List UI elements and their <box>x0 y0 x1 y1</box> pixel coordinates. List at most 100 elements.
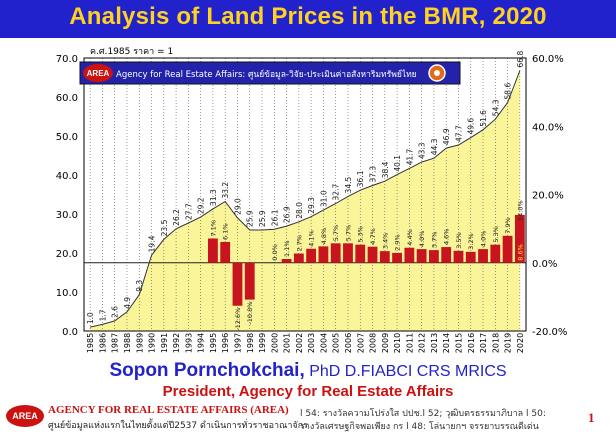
x-tick-label: 1997 <box>233 333 242 353</box>
author-credentials: PhD D.FIABCI CRS MRICS <box>309 363 507 380</box>
bar-value-label: 4.6% <box>443 229 451 246</box>
area-value-label: 49.6 <box>467 118 476 135</box>
pct-bar <box>343 243 353 263</box>
pct-bar <box>232 262 243 306</box>
area-value-label: 33.2 <box>221 182 230 199</box>
banner-logo <box>83 64 113 82</box>
area-value-label: 46.9 <box>442 128 451 145</box>
y-left-tick: 0.0 <box>62 327 78 338</box>
x-tick-label: 1989 <box>135 333 144 353</box>
area-value-label: 47.7 <box>454 125 463 142</box>
y-left-tick: 10.0 <box>56 288 78 299</box>
area-value-label: 25.9 <box>258 210 267 227</box>
x-tick-label: 1988 <box>123 333 132 353</box>
y-right-tick: 20.0% <box>532 191 564 202</box>
area-value-label: 31.0 <box>319 190 328 207</box>
area-value-label: 26.1 <box>270 209 279 226</box>
footer-thai-text: ศูนย์ข้อมูลแห่งแรกในไทยตั้งแต่ปี2537 ดำเ… <box>48 421 309 431</box>
area-value-label: 37.3 <box>369 166 378 183</box>
bar-value-label: 5.7% <box>332 225 340 242</box>
area-value-label: 27.7 <box>184 203 193 220</box>
x-tick-label: 2016 <box>467 333 476 353</box>
x-tick-label: 1995 <box>209 333 218 353</box>
x-tick-label: 1999 <box>258 333 267 353</box>
area-value-label: 40.1 <box>393 155 402 172</box>
area-value-label: 43.3 <box>418 142 427 159</box>
x-tick-label: 2007 <box>356 333 365 353</box>
area-value-label: 38.4 <box>381 161 390 178</box>
area-value-label: 41.7 <box>405 148 414 165</box>
x-tick-label: 2019 <box>504 333 513 353</box>
x-tick-label: 1994 <box>197 333 206 353</box>
area-value-label: 2.6 <box>111 306 120 318</box>
y-left-tick: 30.0 <box>56 210 78 221</box>
x-tick-label: 2020 <box>516 333 525 353</box>
x-tick-label: 1987 <box>111 333 120 353</box>
area-value-label: 9.3 <box>135 280 144 292</box>
y-left-tick: 60.0 <box>56 93 78 104</box>
x-tick-label: 1985 <box>86 333 95 353</box>
bar-value-label: 7.1% <box>209 220 217 237</box>
area-value-label: 29.3 <box>307 197 316 214</box>
plot-frame <box>83 57 527 332</box>
bar-value-label: 4.7% <box>369 228 377 245</box>
bar-value-label: 5.3% <box>357 226 365 243</box>
author-line: Sopon Pornchokchai, PhD D.FIABCI CRS MRI… <box>0 360 616 382</box>
slide-title: Analysis of Land Prices in the BMR, 2020 <box>69 3 547 30</box>
pct-bar <box>478 249 488 263</box>
pct-bar <box>441 247 452 263</box>
bar-value-label: 14.0% <box>516 200 524 221</box>
area-value-label: 34.5 <box>344 177 353 194</box>
x-tick-label: 2015 <box>454 333 463 353</box>
footer-org-name: AGENCY FOR REAL ESTATE AFFAIRS (AREA) <box>48 404 289 416</box>
bar-value-label: 2.7% <box>295 235 303 252</box>
bar-value-label: 4.1% <box>308 230 316 247</box>
base-label: ค.ศ.1985 ราคา = 1 <box>90 47 173 57</box>
x-tick-label: 1998 <box>246 333 255 353</box>
x-tick-label: 2008 <box>369 333 378 353</box>
area-value-label: 1.7 <box>98 309 107 321</box>
author-role: President, Agency for Real Estate Affair… <box>162 383 454 400</box>
bar-value-label: 4.8% <box>320 228 328 245</box>
area-value-label: 25.9 <box>246 210 255 227</box>
x-tick-label: 1990 <box>148 333 157 353</box>
x-tick-label: 2014 <box>442 333 451 353</box>
bar-value-label: 3.4% <box>381 233 389 250</box>
y-left-tick: 50.0 <box>56 132 78 143</box>
banner: AREA Agency for Real Estate Affairs: ศูน… <box>79 61 461 85</box>
area-value-label: 29.2 <box>197 197 206 214</box>
area-line <box>89 70 521 328</box>
pct-bar <box>465 251 476 263</box>
x-tick-label: 2013 <box>430 333 439 353</box>
x-tick-label: 1996 <box>221 333 230 353</box>
bar-value-label: 3.2% <box>467 233 475 250</box>
footer-awards-line2: รางวัลเศรษฐกิจพอเพียง กร l 48: โล่นายกฯ … <box>300 422 539 432</box>
area-value-label: 4.9 <box>123 297 132 309</box>
pct-bar <box>293 253 304 263</box>
area-value-label: 66.8 <box>516 51 525 68</box>
area-value-label: 31.3 <box>209 189 218 206</box>
pct-bar <box>416 249 427 263</box>
land-price-chart: ค.ศ.1985 ราคา = 1 1.0 1.7 2.64.99.3 19.423.… <box>56 47 568 354</box>
area-value-label: 1.0 <box>86 312 95 324</box>
x-tick-label: 2006 <box>344 333 353 353</box>
x-tick-label: 2001 <box>283 333 292 353</box>
x-tick-label: 2003 <box>307 333 316 353</box>
bar-value-label: 5.3% <box>492 226 500 243</box>
bar-last-label: 8.6% <box>516 244 524 261</box>
pct-bar <box>490 244 501 263</box>
x-tick-label: 2011 <box>405 333 414 353</box>
pct-bar <box>281 258 292 263</box>
area-value-label: 58.6 <box>504 83 513 100</box>
bar-value-label: 4.0% <box>480 231 488 248</box>
plot-area: 1.0 1.7 2.64.99.319.423.526.2 27.7 29.2 31.3 3… <box>56 51 568 354</box>
pct-bar <box>244 262 255 300</box>
x-tick-label: 2018 <box>491 333 500 353</box>
x-tick-label: 2010 <box>393 333 402 353</box>
bar-value-label: 5.7% <box>344 225 352 242</box>
pct-bar <box>355 244 366 263</box>
x-tick-label: 2012 <box>418 333 427 353</box>
pct-bar <box>404 247 415 263</box>
x-tick-label: 1992 <box>172 333 181 353</box>
area-value-label: 29.0 <box>233 198 242 215</box>
